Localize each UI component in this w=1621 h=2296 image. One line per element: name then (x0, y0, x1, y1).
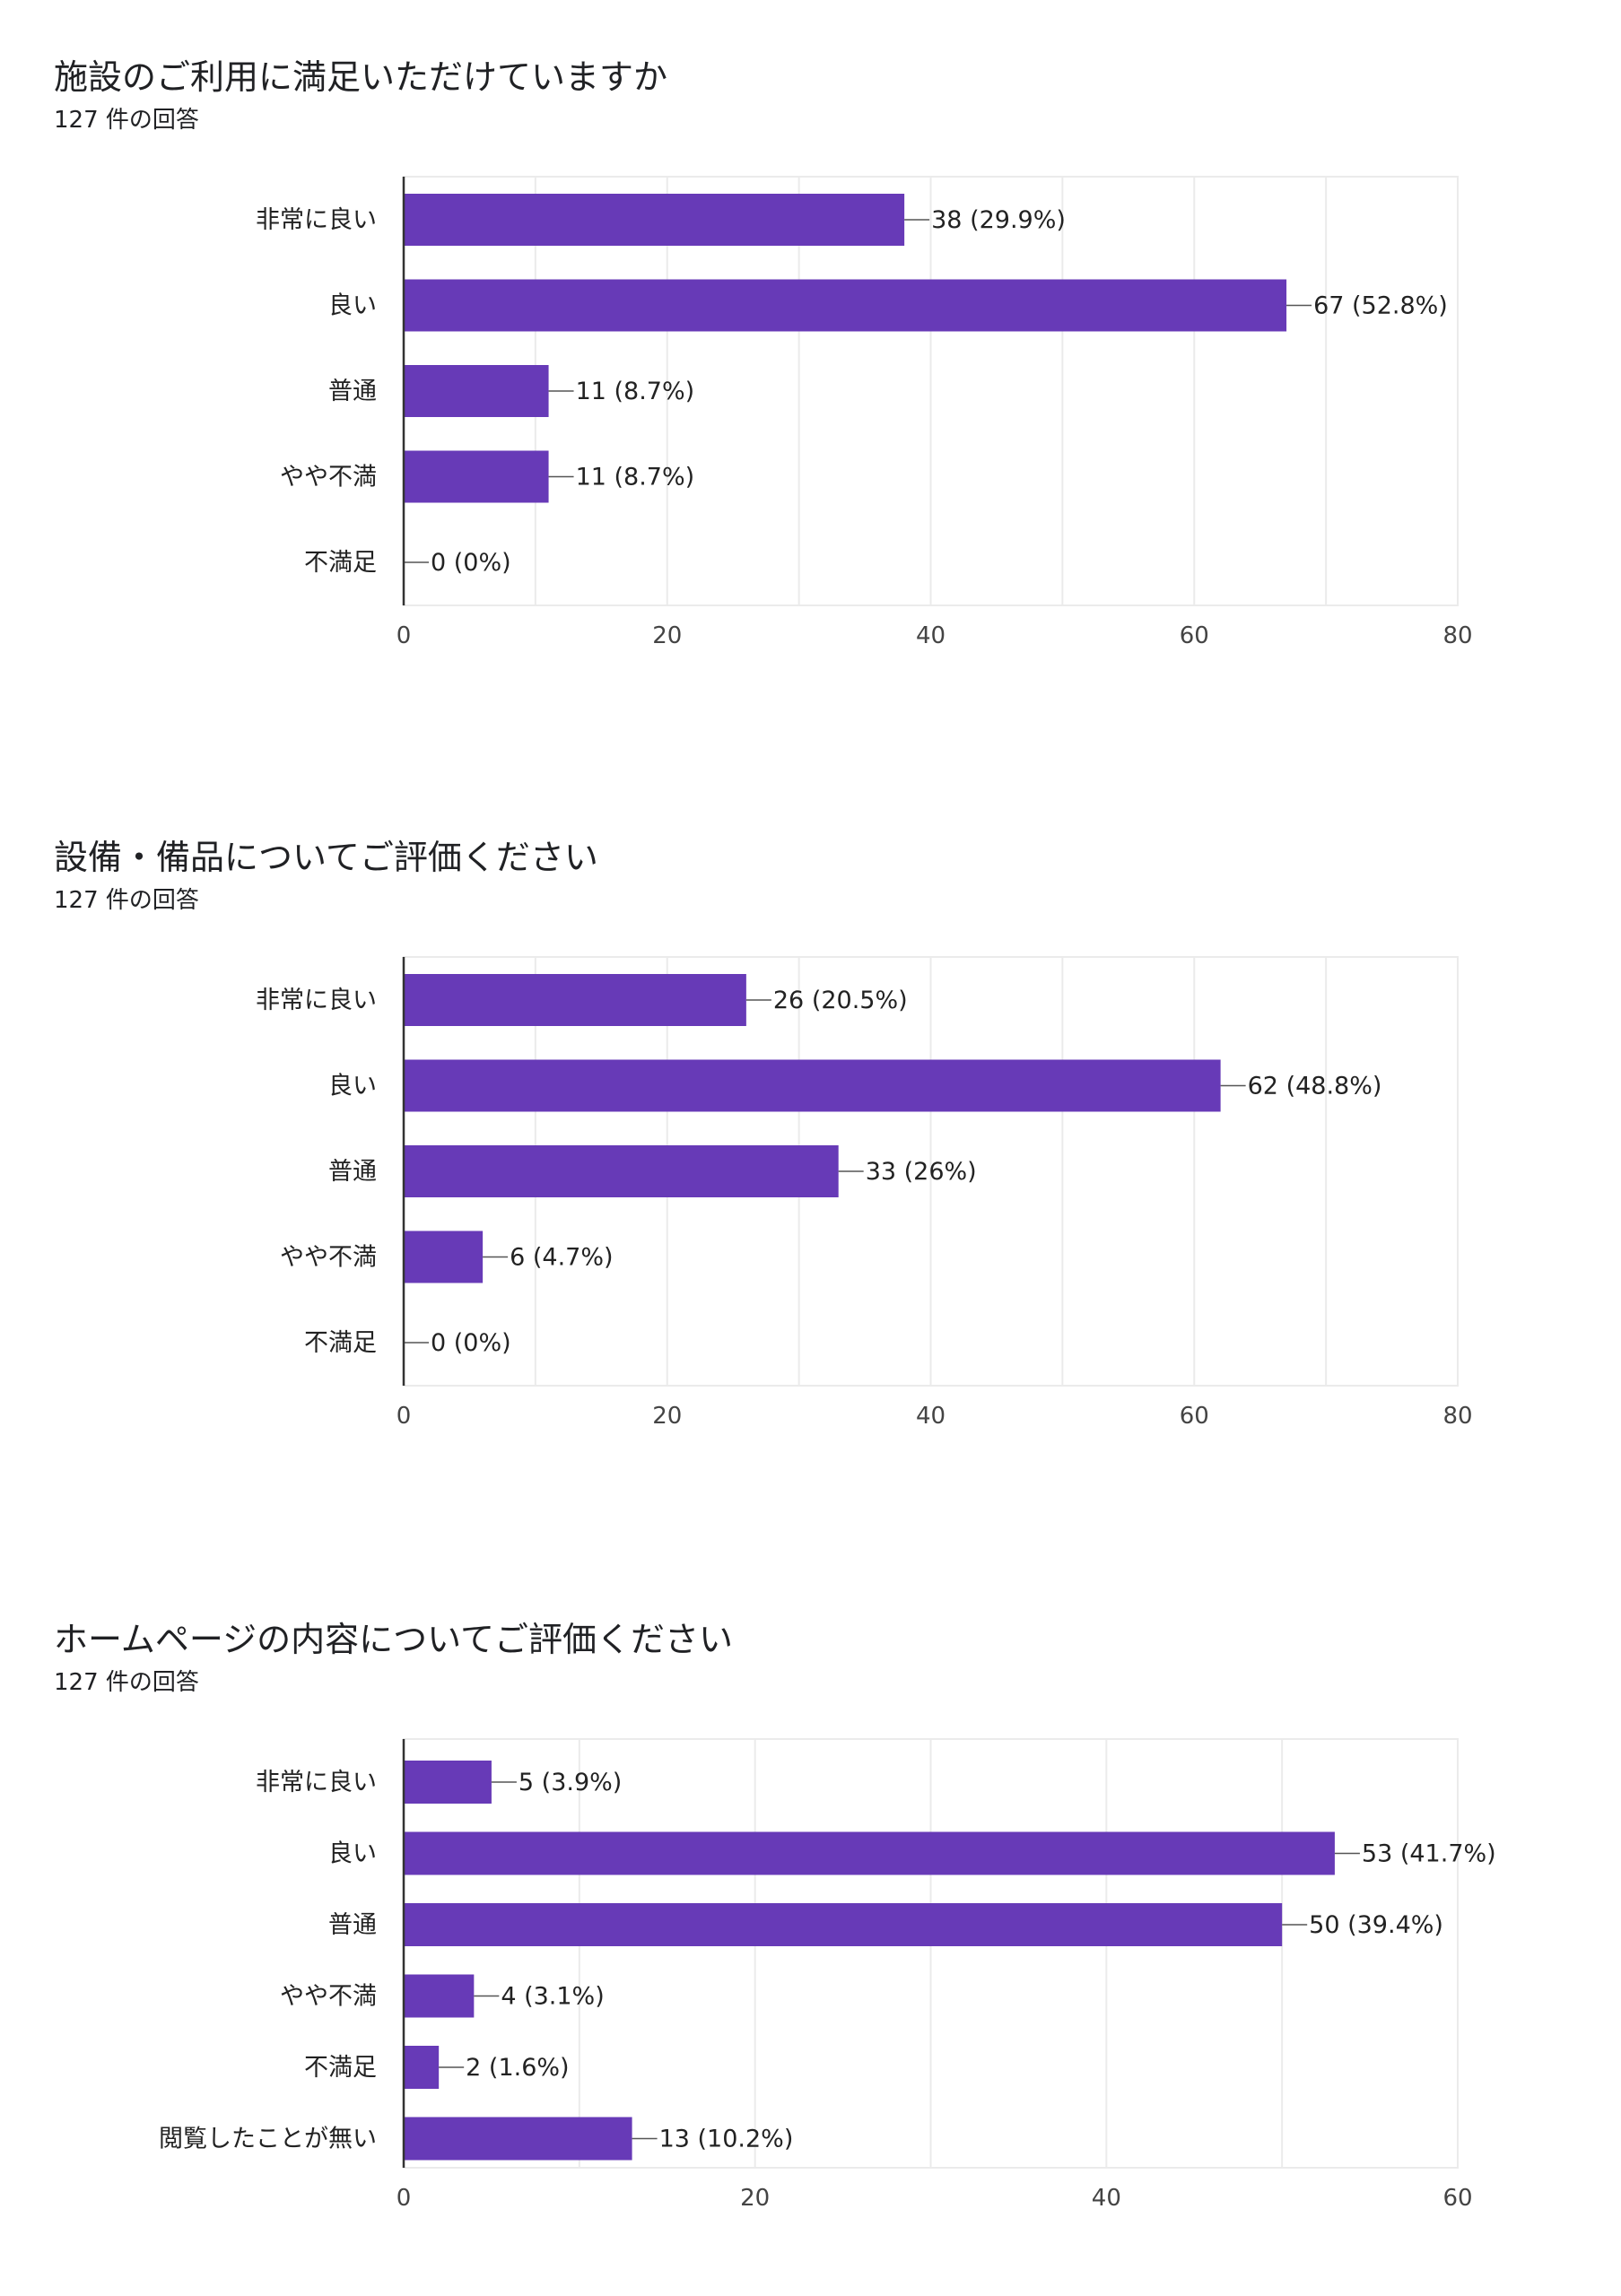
data-label: 26 (20.5%) (773, 987, 908, 1014)
facility-equipment-chart: 設備・備品についてご評価ください 127 件の回答 0 20 40 60 80 26 (2… (0, 830, 1621, 1457)
bar-chart-svg: 0 20 40 60 80 26 (20.5%) 非常に良い 62 (48.8%) 良い 33 (… (256, 956, 1473, 1430)
data-label: 11 (8.7%) (576, 378, 695, 405)
category-label: 不満足 (304, 2054, 377, 2082)
category-label: やや不満 (280, 1244, 377, 1272)
category-label: 普通 (328, 1911, 377, 1939)
category-label: やや不満 (280, 464, 377, 491)
data-label: 53 (41.7%) (1362, 1840, 1496, 1868)
data-label: 38 (29.9%) (931, 206, 1066, 234)
data-label: 13 (10.2%) (659, 2126, 794, 2153)
data-label: 0 (0%) (431, 1329, 511, 1357)
bar (404, 1145, 839, 1197)
bar (404, 1761, 492, 1804)
category-label: 良い (328, 1840, 377, 1868)
x-tick-label: 20 (740, 2185, 770, 2212)
bar (404, 365, 549, 417)
data-label: 62 (48.8%) (1248, 1073, 1382, 1100)
bar (404, 1974, 475, 2018)
category-label: 良い (328, 1073, 377, 1100)
bar (404, 974, 746, 1026)
data-label: 4 (3.1%) (501, 1983, 604, 2011)
chart-title: ホームページの内容についてご評価ください (54, 1620, 733, 1659)
bar (404, 1831, 1335, 1875)
x-tick-label: 80 (1442, 622, 1472, 649)
bar (404, 1059, 1221, 1112)
x-tick-label: 20 (652, 1403, 682, 1430)
category-label: やや不満 (280, 1983, 377, 2011)
data-label: 5 (3.9%) (519, 1769, 622, 1796)
bar (404, 1231, 484, 1283)
x-tick-label: 60 (1180, 622, 1209, 649)
x-tick-label: 40 (916, 622, 946, 649)
category-label: 普通 (328, 378, 377, 405)
data-label: 11 (8.7%) (576, 464, 695, 491)
x-tick-label: 20 (652, 622, 682, 649)
response-count: 127 件の回答 (54, 1669, 199, 1696)
x-tick-label: 0 (397, 1403, 412, 1430)
x-tick-label: 80 (1442, 1403, 1472, 1430)
gridlines (403, 1738, 1459, 2169)
bar (404, 279, 1287, 332)
x-tick-label: 40 (1092, 2185, 1121, 2212)
satisfaction-chart: 施設のご利用に満足いただけていますか 127 件の回答 0 20 40 60 80 38 … (0, 49, 1621, 677)
bar-chart-svg: 0 20 40 60 5 (3.9%) 非常に良い 53 (41.7%) 良い 50 (39.4… (159, 1738, 1496, 2212)
category-label: 非常に良い (256, 206, 377, 234)
data-label: 6 (4.7%) (510, 1244, 613, 1272)
response-count: 127 件の回答 (54, 107, 199, 134)
chart-title: 設備・備品についてご評価ください (54, 838, 598, 877)
x-tick-label: 0 (397, 622, 412, 649)
bar (404, 1903, 1283, 1946)
bar (404, 2046, 440, 2089)
bar (404, 194, 905, 246)
data-label: 67 (52.8%) (1313, 292, 1448, 320)
x-tick-label: 60 (1442, 2185, 1472, 2212)
bar (404, 450, 549, 503)
response-count: 127 件の回答 (54, 887, 199, 914)
x-tick-label: 60 (1180, 1403, 1209, 1430)
data-label: 2 (1.6%) (466, 2054, 569, 2082)
chart-title: 施設のご利用に満足いただけていますか (54, 57, 668, 97)
x-tick-label: 0 (397, 2185, 412, 2212)
data-label: 33 (26%) (866, 1158, 977, 1186)
category-label: 非常に良い (256, 987, 377, 1014)
category-label: 不満足 (304, 549, 377, 577)
x-tick-label: 40 (916, 1403, 946, 1430)
category-label: 閲覧したことが無い (159, 2126, 377, 2153)
bar-chart-svg: 0 20 40 60 80 38 (29.9%) 非常に良い 67 (52.8%) 良い 11 (… (256, 176, 1473, 649)
data-label: 50 (39.4%) (1309, 1911, 1443, 1939)
category-label: 非常に良い (256, 1769, 377, 1796)
category-label: 普通 (328, 1158, 377, 1186)
category-label: 不満足 (304, 1329, 377, 1357)
bar (404, 2117, 632, 2161)
category-label: 良い (328, 292, 377, 320)
data-label: 0 (0%) (431, 549, 511, 577)
homepage-content-chart: ホームページの内容についてご評価ください 127 件の回答 0 20 40 60 5 (… (0, 1612, 1621, 2239)
